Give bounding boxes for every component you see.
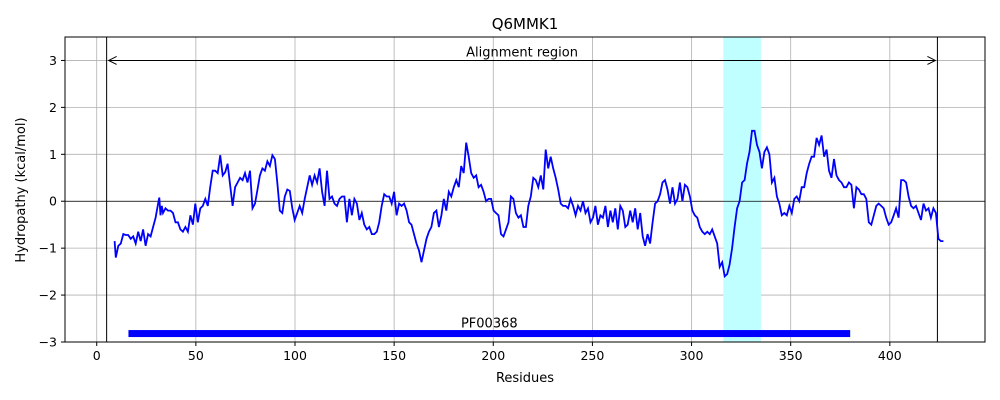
y-tick-label: 2 <box>49 100 57 115</box>
arrow-head-left <box>107 56 117 65</box>
domain-bar-pf00368 <box>128 330 851 338</box>
y-axis-label: Hydropathy (kcal/mol) <box>14 117 29 262</box>
domain-label: PF00368 <box>461 317 518 332</box>
chart-title: Q6MMK1 <box>492 15 559 33</box>
x-axis-label: Residues <box>496 371 554 386</box>
x-tick-label: 100 <box>283 348 307 363</box>
y-tick-label: 0 <box>49 194 57 209</box>
x-tick-label: 300 <box>680 348 704 363</box>
plot-frame <box>64 36 986 343</box>
hydropathy-series-line <box>113 129 944 279</box>
y-axis-ticks: −3 −2 −1 0 1 2 3 <box>39 53 65 350</box>
alignment-boundaries <box>106 37 938 342</box>
x-tick-label: 150 <box>382 348 406 363</box>
x-tick-label: 350 <box>779 348 803 363</box>
x-tick-label: 200 <box>481 348 505 363</box>
y-tick-label: 3 <box>49 53 57 68</box>
y-tick-label: 1 <box>49 147 57 162</box>
grid <box>65 37 985 343</box>
x-tick-label: 250 <box>580 348 604 363</box>
x-axis-ticks: 0 50 100 150 200 250 300 350 400 <box>93 342 902 363</box>
arrow-head-right <box>927 56 937 65</box>
x-tick-label: 0 <box>93 348 101 363</box>
alignment-region-label: Alignment region <box>466 45 578 60</box>
x-tick-label: 50 <box>188 348 204 363</box>
x-tick-label: 400 <box>878 348 902 363</box>
alignment-region-arrow <box>107 56 937 65</box>
y-tick-label: −3 <box>39 335 57 350</box>
y-tick-label: −1 <box>39 241 57 256</box>
highlight-region <box>723 37 761 342</box>
y-tick-label: −2 <box>39 288 57 303</box>
